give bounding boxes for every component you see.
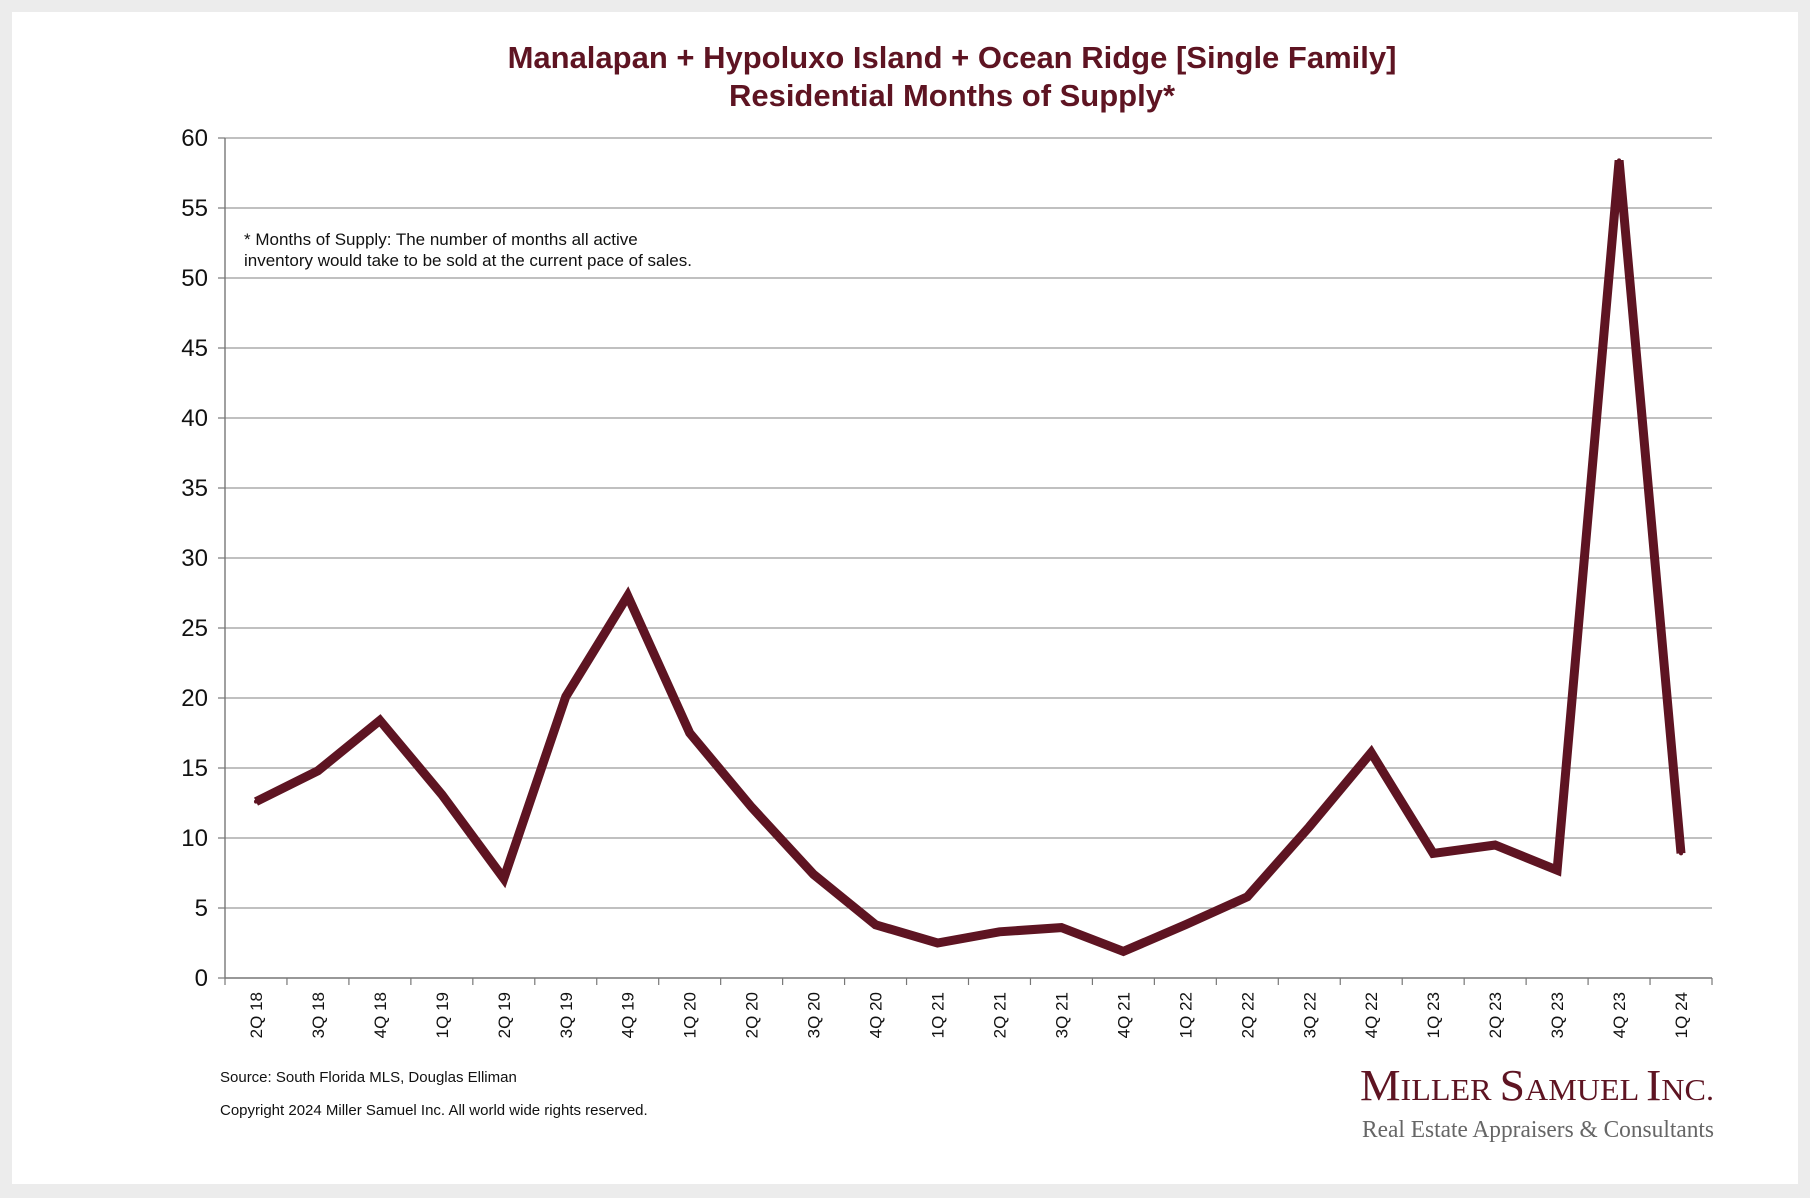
chart-card: Manalapan + Hypoluxo Island + Ocean Ridg… [12,12,1798,1184]
data-point [811,872,816,877]
y-tick-label: 55 [181,195,208,222]
footer: Source: South Florida MLS, Douglas Ellim… [220,1069,648,1119]
x-tick-label: 3Q 21 [1052,992,1071,1038]
data-point [1369,750,1374,755]
x-tick-label: 1Q 23 [1424,992,1443,1038]
x-tick-label: 2Q 23 [1486,992,1505,1038]
data-point [1183,922,1188,927]
chart-annotation: * Months of Supply: The number of months… [244,230,692,270]
data-point [1431,851,1436,856]
months-of-supply-chart: Manalapan + Hypoluxo Island + Ocean Ridg… [181,40,1714,1143]
data-point [1555,868,1560,873]
annotation-line-1: * Months of Supply: The number of months… [244,230,638,249]
y-tick-label: 40 [181,405,208,432]
data-point [501,876,506,881]
data-point [439,792,444,797]
x-tick-label: 2Q 19 [495,992,514,1038]
y-tick-label: 15 [181,755,208,782]
x-tick-label: 4Q 18 [371,992,390,1038]
data-point [873,922,878,927]
series-layer [253,158,1686,957]
annotation-line-2: inventory would take to be sold at the c… [244,251,692,270]
x-tick-label: 3Q 22 [1300,992,1319,1038]
y-tick-label: 20 [181,685,208,712]
x-tick-label: 1Q 21 [929,992,948,1038]
x-tick-label: 1Q 20 [681,992,700,1038]
data-point [253,799,258,804]
y-tick-label: 35 [181,475,208,502]
x-tick-label: 3Q 18 [309,992,328,1038]
x-tick-label: 4Q 21 [1114,992,1133,1038]
data-point [1493,843,1498,847]
x-tick-label: 4Q 23 [1610,992,1629,1038]
y-tick-label: 50 [181,265,208,292]
data-point [1121,949,1126,954]
x-tick-label: 4Q 19 [619,992,638,1038]
data-point [1679,851,1684,856]
data-point [563,694,568,699]
data-point [1307,824,1312,829]
x-tick-label: 2Q 21 [990,992,1009,1038]
data-point [377,718,382,723]
x-tick-label: 2Q 20 [743,992,762,1038]
logo-wordmark: MILLER SAMUEL INC. [1360,1061,1714,1110]
source-note: Source: South Florida MLS, Douglas Ellim… [220,1069,517,1086]
x-tick-label: 2Q 22 [1238,992,1257,1038]
y-tick-label: 30 [181,545,208,572]
x-tick-label: 4Q 20 [867,992,886,1038]
y-tick-label: 25 [181,615,208,642]
copyright-note: Copyright 2024 Miller Samuel Inc. All wo… [220,1102,648,1119]
x-axis-ticks: 2Q 18 3Q 18 4Q 18 1Q 19 2Q 19 3Q 19 4Q 19 1Q 20… [224,978,1713,1038]
y-tick-label: 60 [181,125,208,152]
chart-title-line-2: Residential Months of Supply* [729,78,1176,113]
x-tick-label: 2Q 18 [247,992,266,1038]
x-tick-label: 1Q 19 [433,992,452,1038]
y-tick-label: 0 [195,965,208,992]
data-point [625,593,630,598]
data-point [315,768,320,773]
data-point [1617,158,1622,163]
y-tick-label: 5 [195,895,208,922]
data-point [1245,894,1250,899]
x-tick-label: 3Q 19 [557,992,576,1038]
chart-title: Manalapan + Hypoluxo Island + Ocean Ridg… [508,40,1397,113]
y-axis-ticks: 0 5 10 15 20 25 30 35 40 45 50 55 60 [181,125,225,992]
data-point [749,805,754,810]
x-tick-label: 3Q 20 [805,992,824,1038]
y-tick-label: 45 [181,335,208,362]
x-tick-label: 1Q 24 [1672,992,1691,1038]
series-line [253,159,1686,957]
data-point [935,941,940,945]
company-logo: MILLER SAMUEL INC. Real Estate Appraiser… [1360,1061,1714,1143]
data-point [997,929,1002,934]
chart-title-line-1: Manalapan + Hypoluxo Island + Ocean Ridg… [508,40,1397,75]
data-point [687,731,692,735]
logo-tagline: Real Estate Appraisers & Consultants [1362,1117,1714,1143]
x-tick-label: 1Q 22 [1176,992,1195,1038]
y-tick-label: 10 [181,825,208,852]
x-tick-label: 4Q 22 [1362,992,1381,1038]
x-tick-label: 3Q 23 [1548,992,1567,1038]
data-point [1059,925,1064,930]
